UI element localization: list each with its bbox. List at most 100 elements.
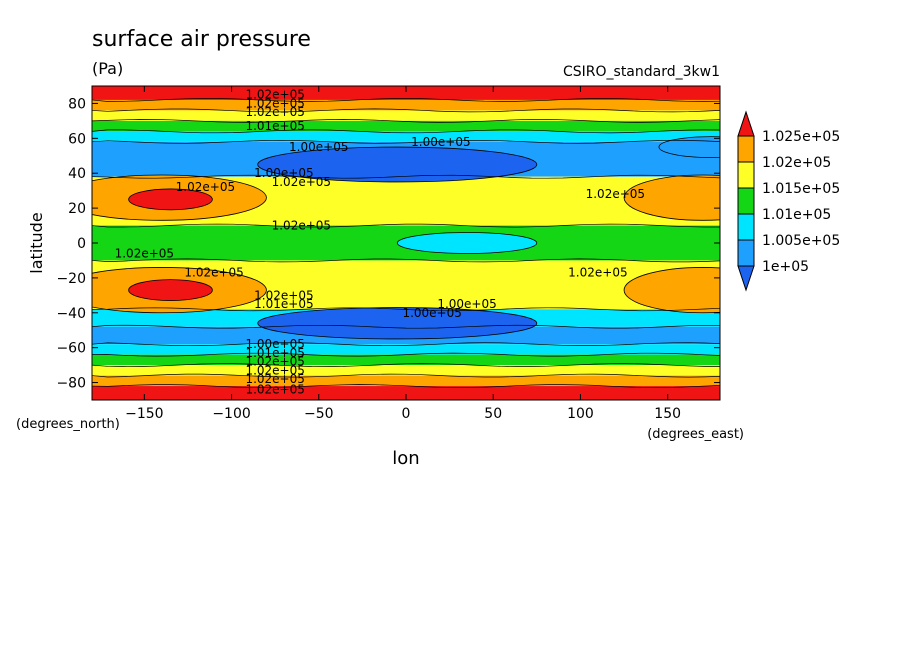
contour-line-10 xyxy=(92,324,720,329)
contour-label-12: 1.02e+05 xyxy=(184,266,243,280)
y-tick-label-8: −80 xyxy=(56,376,86,392)
contour-label-5: 1.00e+05 xyxy=(411,135,470,149)
x-tick-label-6: 150 xyxy=(654,406,681,422)
lat-band-4 xyxy=(92,131,720,142)
contour-label-0: 1.02e+05 xyxy=(245,88,304,102)
contour-line-2 xyxy=(92,108,720,113)
colorbar-label-4: 1.005e+05 xyxy=(762,233,840,249)
contour-line-11 xyxy=(92,342,720,347)
nh-subtropical-high-east xyxy=(623,174,720,221)
colorbar-top-arrow xyxy=(737,110,755,137)
contour-label-6: 1.00e+05 xyxy=(254,166,313,180)
contour-label-17: 1.00e+05 xyxy=(402,306,461,320)
contour-line-6 xyxy=(92,174,720,179)
contour-label-11: 1.02e+05 xyxy=(115,246,174,260)
contour-line-14 xyxy=(92,373,720,378)
x-axis-label: lon xyxy=(392,448,419,469)
contour-label-14: 1.02e+05 xyxy=(254,288,313,302)
lat-band-2 xyxy=(92,110,720,121)
contour-line-5 xyxy=(92,139,720,144)
y-tick-label-7: −60 xyxy=(56,341,86,357)
contour-label-19: 1.01e+05 xyxy=(245,346,304,360)
contour-line-12 xyxy=(92,352,720,357)
x-tick-label-0: −150 xyxy=(125,406,163,422)
lat-band-14 xyxy=(92,375,720,387)
lat-band-11 xyxy=(92,344,720,355)
contour-label-9: 1.02e+05 xyxy=(586,187,645,201)
y-axis: 80 60 40 20 0 −20 −40 −60 −80 xyxy=(56,96,720,392)
x-tick-label-5: 100 xyxy=(567,406,594,422)
contour-labels: 1.02e+051.02e+051.02e+051.01e+051.00e+05… xyxy=(115,88,645,397)
x-tick-label-2: −50 xyxy=(304,406,334,422)
lat-band-12 xyxy=(92,354,720,366)
x-tick-label-1: −100 xyxy=(212,406,250,422)
contour-line-4 xyxy=(92,129,720,134)
y-tick-label-1: 60 xyxy=(68,131,86,147)
colorbar-segment-3 xyxy=(737,213,755,241)
contour-label-20: 1.02e+05 xyxy=(245,355,304,369)
contour-line-8 xyxy=(92,258,720,263)
colorbar-segment-0 xyxy=(737,135,755,163)
contour-label-13: 1.02e+05 xyxy=(568,266,627,280)
units-label: (Pa) xyxy=(92,59,123,78)
y-tick-label-4: 0 xyxy=(77,236,86,252)
pressure-field xyxy=(92,86,720,400)
contour-line-1 xyxy=(92,98,720,102)
contour-label-16: 1.00e+05 xyxy=(437,297,496,311)
sh-subtropical-high-west-core xyxy=(128,279,213,301)
y-tick-label-0: 80 xyxy=(68,96,86,112)
contour-label-23: 1.02e+05 xyxy=(245,383,304,397)
contour-label-15: 1.01e+05 xyxy=(254,297,313,311)
contour-label-22: 1.02e+05 xyxy=(245,372,304,386)
equatorial-low xyxy=(396,232,538,254)
x-axis: −150 −100 −50 0 50 100 150 xyxy=(125,86,681,422)
contour-line-7 xyxy=(92,223,720,228)
contour-label-1: 1.02e+05 xyxy=(245,96,304,110)
y-axis-label: latitude xyxy=(27,212,46,273)
contour-line-9 xyxy=(92,307,720,312)
contour-line-3 xyxy=(92,119,720,123)
y-unit-label: (degrees_north) xyxy=(16,417,120,432)
colorbar: 1.025e+05 1.02e+05 1.015e+05 1.01e+05 1.005e… xyxy=(737,110,840,292)
contour-label-7: 1.02e+05 xyxy=(272,175,331,189)
lat-band-3 xyxy=(92,120,720,132)
contour-label-21: 1.02e+05 xyxy=(245,363,304,377)
model-label: CSIRO_standard_3kw1 xyxy=(563,64,720,80)
y-tick-label-3: 20 xyxy=(68,201,86,217)
contour-line-13 xyxy=(92,363,720,367)
colorbar-segment-1 xyxy=(737,161,755,189)
contour-label-3: 1.01e+05 xyxy=(245,119,304,133)
x-tick-label-4: 50 xyxy=(484,406,502,422)
colorbar-label-2: 1.015e+05 xyxy=(762,181,840,197)
x-tick-label-3: 0 xyxy=(402,406,411,422)
contour-label-8: 1.02e+05 xyxy=(176,180,235,194)
contour-label-2: 1.02e+05 xyxy=(245,105,304,119)
colorbar-label-3: 1.01e+05 xyxy=(762,207,831,223)
lat-band-15 xyxy=(92,386,720,400)
colorbar-label-1: 1.02e+05 xyxy=(762,155,831,171)
contour-label-4: 1.00e+05 xyxy=(289,140,348,154)
contour-label-18: 1.00e+05 xyxy=(245,337,304,351)
chart-title: surface air pressure xyxy=(92,27,311,52)
x-unit-label: (degrees_east) xyxy=(647,427,744,442)
lat-band-13 xyxy=(92,365,720,376)
nh-midlat-trough-east xyxy=(658,136,720,158)
colorbar-label-5: 1e+05 xyxy=(762,259,809,275)
nh-subtropical-high-west-core xyxy=(128,188,213,211)
contour-line-15 xyxy=(92,384,720,388)
colorbar-segment-4 xyxy=(737,239,755,267)
colorbar-label-0: 1.025e+05 xyxy=(762,129,840,145)
y-tick-label-6: −40 xyxy=(56,306,86,322)
colorbar-segment-2 xyxy=(737,187,755,215)
lat-band-1 xyxy=(92,99,720,111)
y-tick-label-2: 40 xyxy=(68,166,86,182)
contour-label-10: 1.02e+05 xyxy=(272,219,331,233)
contour-lines xyxy=(92,98,720,388)
colorbar-bottom-arrow xyxy=(737,265,755,292)
sh-subtropical-high-east xyxy=(623,267,720,314)
lat-band-0 xyxy=(92,86,720,100)
nh-midlat-trough xyxy=(257,146,538,183)
sh-midlat-trough xyxy=(257,307,538,340)
y-tick-label-5: −20 xyxy=(56,271,86,287)
